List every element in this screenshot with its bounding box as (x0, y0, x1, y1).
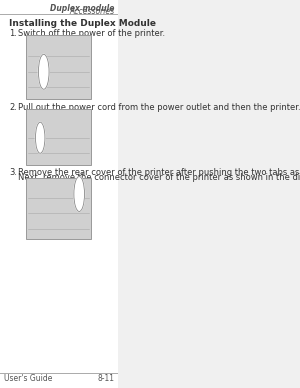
Bar (26, 35, 91, 99)
Text: 1.: 1. (10, 29, 17, 38)
Text: Duplex module: Duplex module (50, 4, 115, 13)
Text: 8-11: 8-11 (98, 374, 115, 383)
Circle shape (74, 177, 85, 211)
FancyBboxPatch shape (0, 0, 118, 388)
Bar (26, 109, 91, 165)
Text: Remove the rear cover of the printer after pushing the two tabs as shown in the : Remove the rear cover of the printer aft… (18, 168, 300, 177)
Text: Pull out the power cord from the power outlet and then the printer.: Pull out the power cord from the power o… (18, 103, 300, 112)
Text: Installing the Duplex Module: Installing the Duplex Module (10, 19, 157, 28)
Text: Switch off the power of the printer.: Switch off the power of the printer. (18, 29, 165, 38)
Text: Accessories: Accessories (70, 7, 115, 16)
Text: Next, remove the connector cover of the printer as shown in the diagram.: Next, remove the connector cover of the … (18, 173, 300, 182)
Text: 3.: 3. (10, 168, 17, 177)
Circle shape (38, 54, 49, 89)
Circle shape (35, 122, 45, 153)
Text: 2.: 2. (10, 103, 17, 112)
Bar (26, 178, 91, 239)
Text: User's Guide: User's Guide (4, 374, 52, 383)
